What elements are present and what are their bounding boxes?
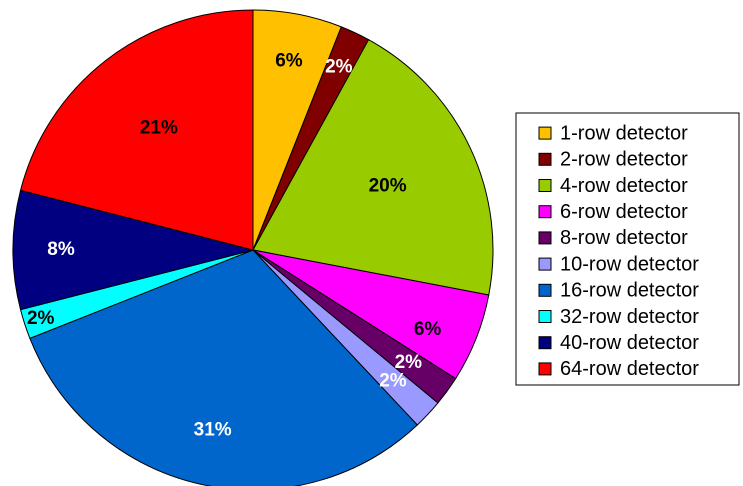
- legend-swatch: [538, 283, 552, 297]
- legend-swatch: [538, 310, 552, 323]
- legend-swatch: [538, 336, 552, 350]
- legend-frame: [515, 112, 740, 386]
- legend-label: 2-row detector: [560, 149, 688, 171]
- slice-percent-label: 2%: [395, 352, 423, 373]
- slice-percent-label: 6%: [275, 50, 303, 71]
- pie-slice-64-row-detector: [19, 9, 254, 251]
- legend: 1-row detector 2-row detector 4-row detect…: [515, 112, 740, 386]
- legend-label: 64-row detector: [560, 358, 699, 380]
- slice-percent-label: 21%: [140, 118, 178, 139]
- legend-swatch: [538, 257, 552, 271]
- legend-swatch: [538, 179, 552, 192]
- legend-swatch: [538, 231, 552, 245]
- legend-swatch: [538, 152, 552, 166]
- legend-label: 10-row detector: [560, 253, 699, 275]
- legend-items: 1-row detector 2-row detector 4-row detect…: [538, 122, 699, 380]
- legend-swatch: [538, 126, 552, 140]
- pie-slice-16-row-detector: [29, 249, 418, 486]
- slice-percent-label: 8%: [47, 239, 75, 260]
- legend-label: 8-row detector: [560, 227, 688, 249]
- slice-percent-label: 2%: [325, 57, 353, 78]
- slice-percent-label: 20%: [369, 176, 407, 197]
- slice-percent-label: 2%: [379, 370, 407, 391]
- legend-label: 6-row detector: [560, 201, 688, 223]
- legend-label: 1-row detector: [560, 122, 688, 144]
- legend-label: 40-row detector: [560, 332, 699, 354]
- slice-percent-label: 2%: [27, 308, 55, 329]
- pie-slice-4-row-detector: [252, 39, 494, 296]
- pie-slice-40-row-detector: [12, 189, 254, 311]
- pie-labels: 6% 2%20%6%2%2%31%2%8%21%: [27, 50, 441, 440]
- legend-swatch: [538, 362, 552, 376]
- legend-swatch: [538, 205, 552, 219]
- slice-percent-label: 6%: [414, 319, 442, 340]
- legend-label: 16-row detector: [560, 280, 699, 302]
- legend-label: 4-row detector: [560, 175, 688, 197]
- slice-percent-label: 31%: [194, 419, 232, 440]
- legend-label: 32-row detector: [560, 306, 699, 328]
- pie-slices: [12, 9, 494, 486]
